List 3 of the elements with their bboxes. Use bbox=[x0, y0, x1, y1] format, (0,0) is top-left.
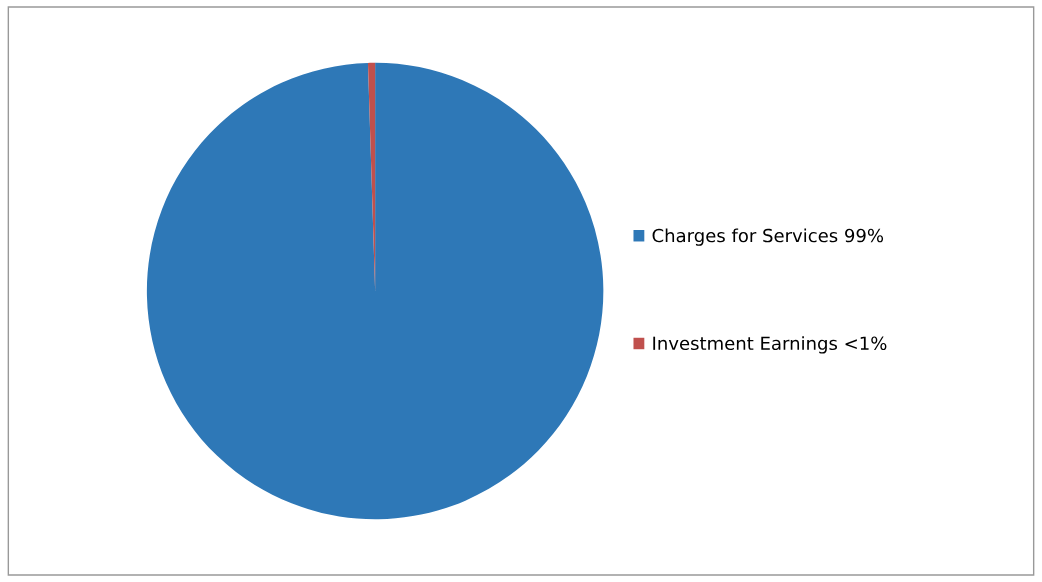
pie-slice bbox=[146, 62, 604, 520]
legend-label: Charges for Services 99% bbox=[652, 228, 884, 246]
legend-label: Investment Earnings <1% bbox=[653, 336, 887, 354]
